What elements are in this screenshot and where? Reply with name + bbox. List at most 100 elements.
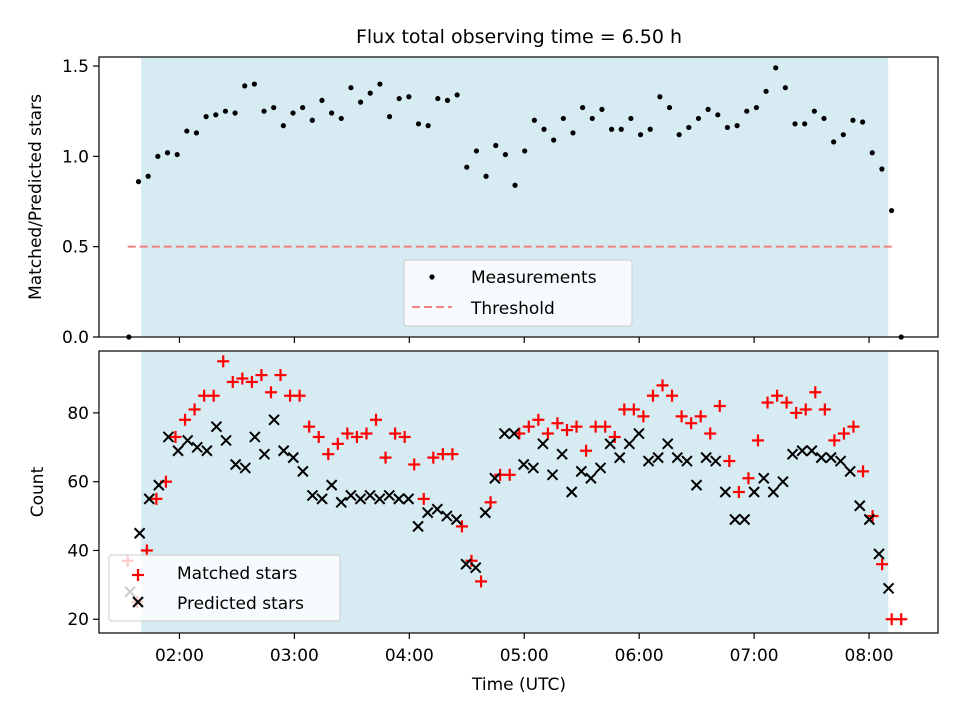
measurement-point [695, 115, 702, 122]
count-legend: Matched stars Predicted stars [108, 554, 341, 622]
predicted-star-point [431, 503, 443, 515]
matched-star-point [895, 613, 908, 626]
matched-star-point [818, 403, 831, 416]
matched-star-point [245, 375, 258, 388]
predicted-star-point [469, 561, 482, 574]
matched-star-point [857, 465, 870, 478]
matched-star-point [370, 413, 383, 426]
matched-star-point [293, 389, 306, 402]
measurement-point [271, 104, 277, 111]
predicted-star-point [546, 469, 559, 481]
measurement-point [261, 108, 267, 114]
measurement-point [647, 126, 653, 132]
predicted-star-point [239, 462, 251, 474]
predicted-star-point [844, 465, 856, 478]
predicted-star-point [777, 475, 789, 488]
matched-star-point [685, 417, 698, 430]
measurement-point [357, 99, 364, 105]
matched-star-point [646, 389, 659, 402]
measurement-point [338, 115, 344, 122]
predicted-star-point [364, 489, 376, 502]
predicted-star-point [162, 431, 175, 443]
measurement-point [435, 95, 441, 102]
matched-star-point [560, 424, 573, 437]
predicted-star-point [153, 479, 165, 491]
predicted-star-point [143, 493, 155, 505]
matched-star-point [837, 427, 850, 440]
measurement-point [888, 207, 895, 214]
measurement-point [637, 132, 644, 138]
matched-star-point [255, 369, 268, 382]
predicted-star-point [575, 465, 588, 478]
predicted-star-point [662, 438, 674, 450]
measurement-point [628, 115, 634, 122]
matched-star-point [790, 406, 803, 419]
x-tick-label: 02:00 [155, 646, 204, 666]
predicted-star-point [354, 493, 367, 505]
measurement-point [589, 115, 595, 122]
count-legend-box [108, 554, 341, 622]
predicted-star-point [297, 465, 309, 478]
predicted-star-point [412, 520, 424, 533]
predicted-star-point [421, 506, 434, 519]
measurement-point [222, 108, 229, 114]
measurement-point [734, 123, 740, 129]
matched-star-point [627, 403, 640, 416]
predicted-star-point [710, 455, 722, 467]
predicted-star-point [748, 486, 760, 498]
measurement-point [657, 94, 663, 100]
measurement-point [773, 65, 779, 71]
matched-star-point [599, 420, 612, 433]
x-axis-label: Time (UTC) [471, 675, 566, 695]
measurement-point [135, 179, 142, 185]
measurement-point [599, 106, 605, 112]
predicted-star-point [786, 448, 799, 460]
matched-star-point [455, 520, 468, 533]
count-panel: 20 40 60 80 02:00 03:00 04:00 05:00 06:00 07:00 0… [28, 350, 939, 695]
x-tick-label: 05:00 [500, 646, 549, 666]
predicted-star-point [873, 548, 885, 560]
y-tick-label: 0.5 [62, 238, 89, 258]
ratio-plot-frame [98, 56, 939, 338]
measurement-point [512, 182, 518, 188]
predicted-star-point [556, 448, 568, 460]
measurement-point [473, 148, 480, 154]
matched-star-point [723, 455, 736, 468]
predicted-star-point [518, 458, 530, 471]
matched-star-point [179, 413, 192, 426]
matched-legend-marker [132, 569, 144, 581]
matched-star-point [226, 375, 239, 388]
matched-star-point [322, 448, 335, 461]
matched-star-point [503, 468, 516, 481]
matched-star-point [389, 427, 402, 440]
predicted-star-point [700, 451, 712, 464]
measurement-point [290, 110, 296, 116]
measurement-point [415, 121, 422, 127]
matched-star-point [809, 386, 822, 399]
matched-star-point [446, 448, 459, 461]
matched-star-point [580, 444, 593, 457]
predicted-star-point [642, 455, 655, 467]
matched-star-point [799, 403, 812, 416]
measurement-point [879, 166, 885, 172]
matched-star-point [331, 437, 344, 450]
predicted-star-point [210, 420, 223, 433]
matched-star-point [694, 410, 707, 423]
measurement-point [850, 117, 856, 123]
predicted-star-point [498, 427, 511, 440]
matched-star-point [847, 420, 860, 433]
matched-star-point [780, 396, 793, 409]
measurement-point [608, 126, 615, 132]
matched-star-point [522, 420, 535, 433]
predicted-star-point [441, 510, 453, 522]
predicted-star-point [719, 486, 732, 498]
matched-star-point [666, 389, 679, 402]
matched-star-point [303, 420, 316, 433]
predicted-star-point [393, 493, 405, 505]
ratio-y-axis-label: Matched/Predicted stars [26, 94, 46, 300]
matched-star-point [751, 434, 764, 447]
matched-star-point [207, 389, 220, 402]
predicted-star-point [450, 513, 463, 526]
predicted-star-point [268, 414, 280, 426]
predicted-star-point [306, 489, 319, 502]
